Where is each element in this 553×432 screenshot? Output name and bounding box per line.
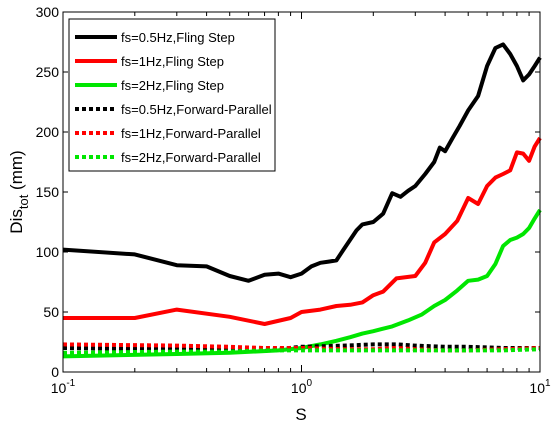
x-tick-label-exponent: 1 [545,378,551,389]
y-tick-label: 300 [36,4,60,20]
legend-label: fs=1Hz,Forward-Parallel [121,126,261,141]
series-line-fs-1hz-fling-step [63,136,542,326]
legend-box [68,18,276,172]
x-tick-label-exponent: 0 [307,378,313,389]
x-tick-label-base: 10 [51,380,67,396]
legend-label: fs=0.5Hz,Fling Step [121,30,235,45]
x-tick-label: 101 [529,378,551,396]
y-tick-label: 150 [36,184,60,200]
legend-label: fs=0.5Hz,Forward-Parallel [121,102,272,117]
y-tick-label: 50 [43,304,59,320]
legend-label: fs=1Hz,Fling Step [121,54,224,69]
plot-lines [62,42,542,359]
x-tick-label-base: 10 [291,380,307,396]
x-tick-label: 100 [291,378,313,396]
y-axis-title-main: Dis [7,209,26,234]
x-tick-label-exponent: -1 [66,378,75,389]
x-tick-label: 10-1 [51,378,76,396]
legend-label: fs=2Hz,Forward-Parallel [121,150,261,165]
legend-label: fs=2Hz,Fling Step [121,78,224,93]
y-axis-title-unit: (mm) [7,150,26,194]
legend: fs=0.5Hz,Fling Step fs=1Hz,Fling Step fs=2… [68,18,276,172]
x-tick-label-base: 10 [529,380,545,396]
series-line-fs-2hz-fling-step [62,208,542,359]
y-tick-label: 0 [51,364,59,380]
series-line-fs-0-5hz-fling-step [62,42,542,283]
y-axis-title-subscript: tot [16,194,31,209]
y-tick-label: 100 [36,244,60,260]
series-line-fs-2hz-forward-parallel [62,347,541,355]
y-tick-label: 250 [36,64,60,80]
axis-ticks [62,11,541,373]
y-axis-title: Distot (mm) [7,150,31,233]
x-axis-title: S [295,405,306,424]
y-tick-label: 200 [36,124,60,140]
series-line-fs-0-5hz-forward-parallel [62,342,540,353]
